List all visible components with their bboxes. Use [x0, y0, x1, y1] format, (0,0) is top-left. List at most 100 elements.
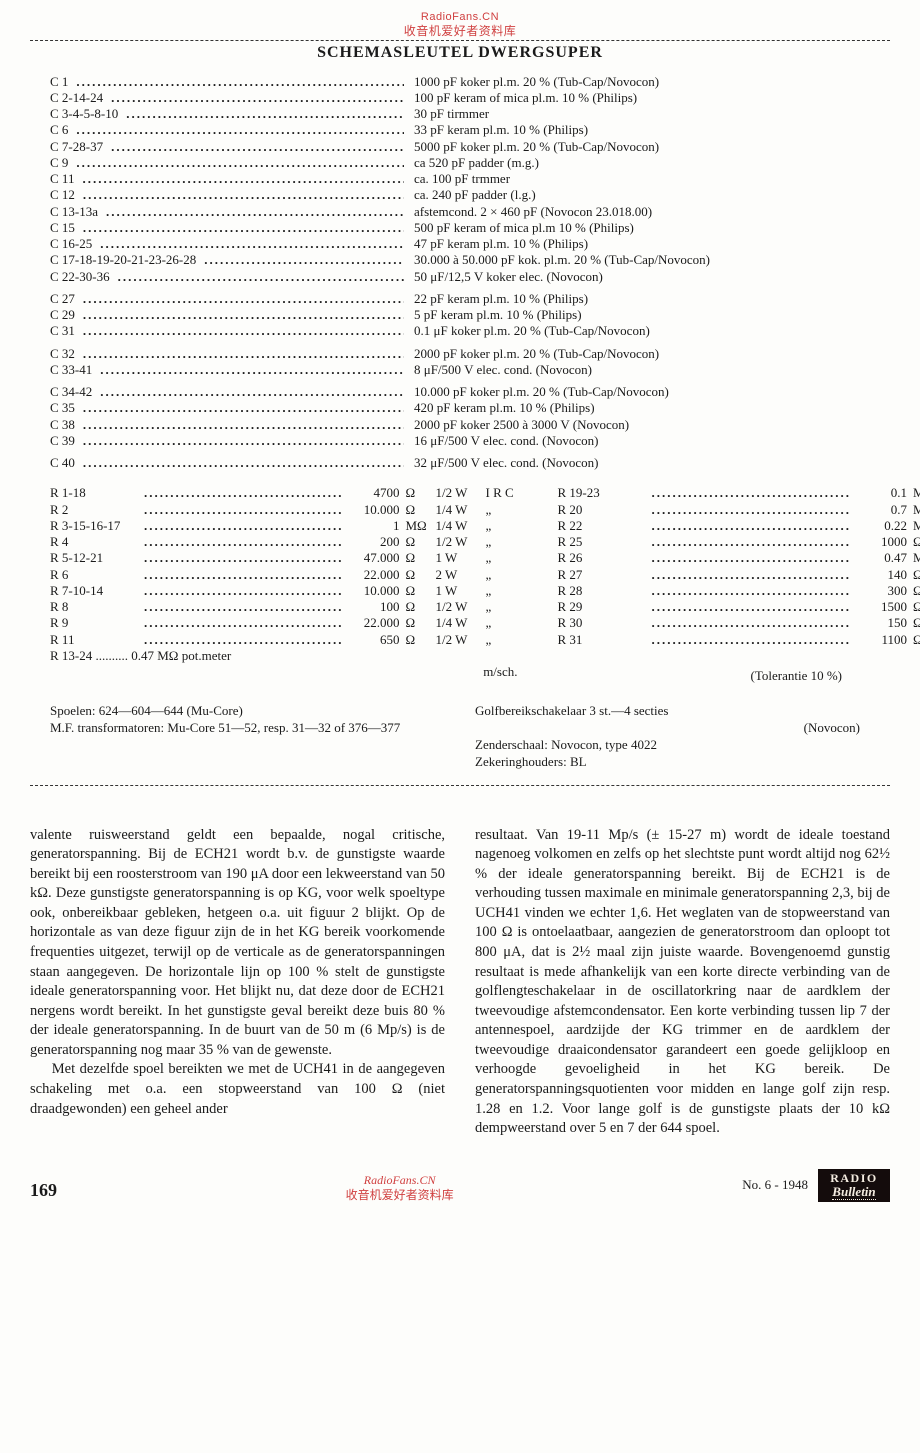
- resistor-row: R 4200Ω1/2 W„: [50, 534, 528, 550]
- leader-dots: [652, 615, 852, 631]
- resistor-unit: MΩ: [913, 550, 920, 566]
- leader-dots: [83, 400, 404, 416]
- resistor-ref: R 7-10-14: [50, 583, 140, 599]
- capacitor-ref: C 40: [50, 455, 75, 471]
- leader-dots: [144, 583, 344, 599]
- capacitor-row: C 2-14-24100 pF keram of mica pl.m. 10 %…: [50, 90, 870, 106]
- resistor-note: „: [486, 534, 528, 550]
- leader-dots: [118, 269, 404, 285]
- resistor-row: R 210.000Ω1/4 W„: [50, 502, 528, 518]
- capacitor-desc: 30.000 à 50.000 pF kok. pl.m. 20 % (Tub-…: [410, 252, 870, 268]
- resistor-value: 140: [855, 567, 913, 583]
- capacitor-row: C 11ca. 100 pF trmmer: [50, 171, 870, 187]
- resistor-ref: R 4: [50, 534, 140, 550]
- resistor-row: R 622.000Ω2 W„: [50, 567, 528, 583]
- leader-dots: [204, 252, 404, 268]
- resistor-unit: Ω: [406, 599, 436, 615]
- resistor-value: 0.47: [855, 550, 913, 566]
- capacitor-row: C 310.1 μF koker pl.m. 20 % (Tub-Cap/Nov…: [50, 323, 870, 339]
- resistor-power: 2 W: [436, 567, 486, 583]
- dialscale-line: Zenderschaal: Novocon, type 4022: [475, 737, 870, 754]
- resistor-note: I R C: [486, 485, 528, 501]
- leader-dots: [652, 534, 852, 550]
- resistor-power: 1 W: [436, 583, 486, 599]
- resistor-row: R 8100Ω1/2 W„: [50, 599, 528, 615]
- resistor-unit: Ω: [406, 615, 436, 631]
- capacitor-ref: C 22-30-36: [50, 269, 110, 285]
- capacitor-row: C 15500 pF keram of mica pl.m 10 % (Phil…: [50, 220, 870, 236]
- resistor-note: „: [486, 615, 528, 631]
- capacitor-desc: 50 μF/12,5 V koker elec. (Novocon): [410, 269, 870, 285]
- schema-key-panel: SCHEMASLEUTEL DWERGSUPER C 11000 pF koke…: [30, 40, 890, 786]
- resistor-ref: R 30: [558, 615, 648, 631]
- resistor-ref: R 6: [50, 567, 140, 583]
- resistor-note: „: [486, 599, 528, 615]
- capacitor-row: C 3-4-5-8-1030 pF tirmmer: [50, 106, 870, 122]
- capacitor-row: C 4032 μF/500 V elec. cond. (Novocon): [50, 455, 870, 471]
- capacitor-ref: C 34-42: [50, 384, 92, 400]
- resistor-row: R 220.22MΩ1 W„: [558, 518, 920, 534]
- article-p2: Met dezelfde spoel bereikten we met de U…: [30, 1060, 445, 1119]
- capacitor-ref: C 32: [50, 346, 75, 362]
- resistor-note: „: [486, 567, 528, 583]
- resistor-value: 10.000: [348, 583, 406, 599]
- resistor-row: R 27140Ω.1 W„: [558, 567, 920, 583]
- leader-dots: [652, 632, 852, 648]
- footer-wm-line1: RadioFans.CN: [364, 1173, 436, 1187]
- capacitor-ref: C 38: [50, 417, 75, 433]
- resistor-power: 1/4 W: [436, 615, 486, 631]
- capacitor-ref: C 15: [50, 220, 75, 236]
- badge-bottom: Bulletin: [832, 1185, 875, 1200]
- resistor-ref: R 25: [558, 534, 648, 550]
- resistor-ref: R 26: [558, 550, 648, 566]
- coils-line: Spoelen: 624—604—644 (Mu-Core): [50, 703, 445, 720]
- article-p1: valente ruisweerstand geldt een bepaalde…: [30, 826, 445, 1061]
- resistor-row: R 30150Ω5 W„: [558, 615, 920, 631]
- leader-dots: [652, 550, 852, 566]
- resistor-row: R 5-12-2147.000Ω1 W„: [50, 550, 528, 566]
- capacitor-ref: C 17-18-19-20-21-23-26-28: [50, 252, 196, 268]
- resistor-ref: R 27: [558, 567, 648, 583]
- leader-dots: [100, 384, 404, 400]
- leader-dots: [83, 307, 404, 323]
- resistor-ref: R 1-18: [50, 485, 140, 501]
- resistor-value: 200: [348, 534, 406, 550]
- resistor-ref: R 2: [50, 502, 140, 518]
- resistor-row: R 11650Ω1/2 W„: [50, 632, 528, 648]
- leader-dots: [111, 139, 404, 155]
- leader-dots: [76, 74, 404, 90]
- leader-dots: [652, 518, 852, 534]
- resistor-value: 10.000: [348, 502, 406, 518]
- leader-dots: [111, 90, 404, 106]
- resistor-unit: Ω: [913, 599, 920, 615]
- leader-dots: [144, 599, 344, 615]
- issue-label: No. 6 - 1948: [742, 1177, 808, 1194]
- resistor-power: 1/2 W: [436, 534, 486, 550]
- resistor-value: 1: [348, 518, 406, 534]
- resistor-ref: R 28: [558, 583, 648, 599]
- resistor-unit: Ω: [406, 567, 436, 583]
- resistor-value: 650: [348, 632, 406, 648]
- leader-dots: [83, 455, 404, 471]
- capacitor-row: C 33-418 μF/500 V elec. cond. (Novocon): [50, 362, 870, 378]
- resistor-ref: R 5-12-21: [50, 550, 140, 566]
- resistor-power: 1/2 W: [436, 485, 486, 501]
- capacitor-desc: 5 pF keram pl.m. 10 % (Philips): [410, 307, 870, 323]
- waveswitch-brand: (Novocon): [475, 720, 870, 737]
- leader-dots: [144, 550, 344, 566]
- article-p3: resultaat. Van 19-11 Mp/s (± 15-27 m) wo…: [475, 826, 890, 1139]
- capacitor-row: C 2722 pF keram pl.m. 10 % (Philips): [50, 291, 870, 307]
- resistor-unit: MΩ: [406, 518, 436, 534]
- resistor-power: 1 W: [436, 550, 486, 566]
- capacitor-row: C 22-30-36 50 μF/12,5 V koker elec. (Novo…: [50, 269, 870, 285]
- resistor-value: 100: [348, 599, 406, 615]
- resistor-value: 1100: [855, 632, 913, 648]
- capacitor-desc: 2000 pF koker pl.m. 20 % (Tub-Cap/Novoco…: [410, 346, 870, 362]
- capacitor-row: C 32 2000 pF koker pl.m. 20 % (Tub-Cap/No…: [50, 346, 870, 362]
- leader-dots: [144, 534, 344, 550]
- capacitor-desc: ca. 100 pF trmmer: [410, 171, 870, 187]
- leader-dots: [144, 632, 344, 648]
- leader-dots: [76, 155, 404, 171]
- resistor-value: 0.7: [855, 502, 913, 518]
- resistor-unit: MΩ: [913, 502, 920, 518]
